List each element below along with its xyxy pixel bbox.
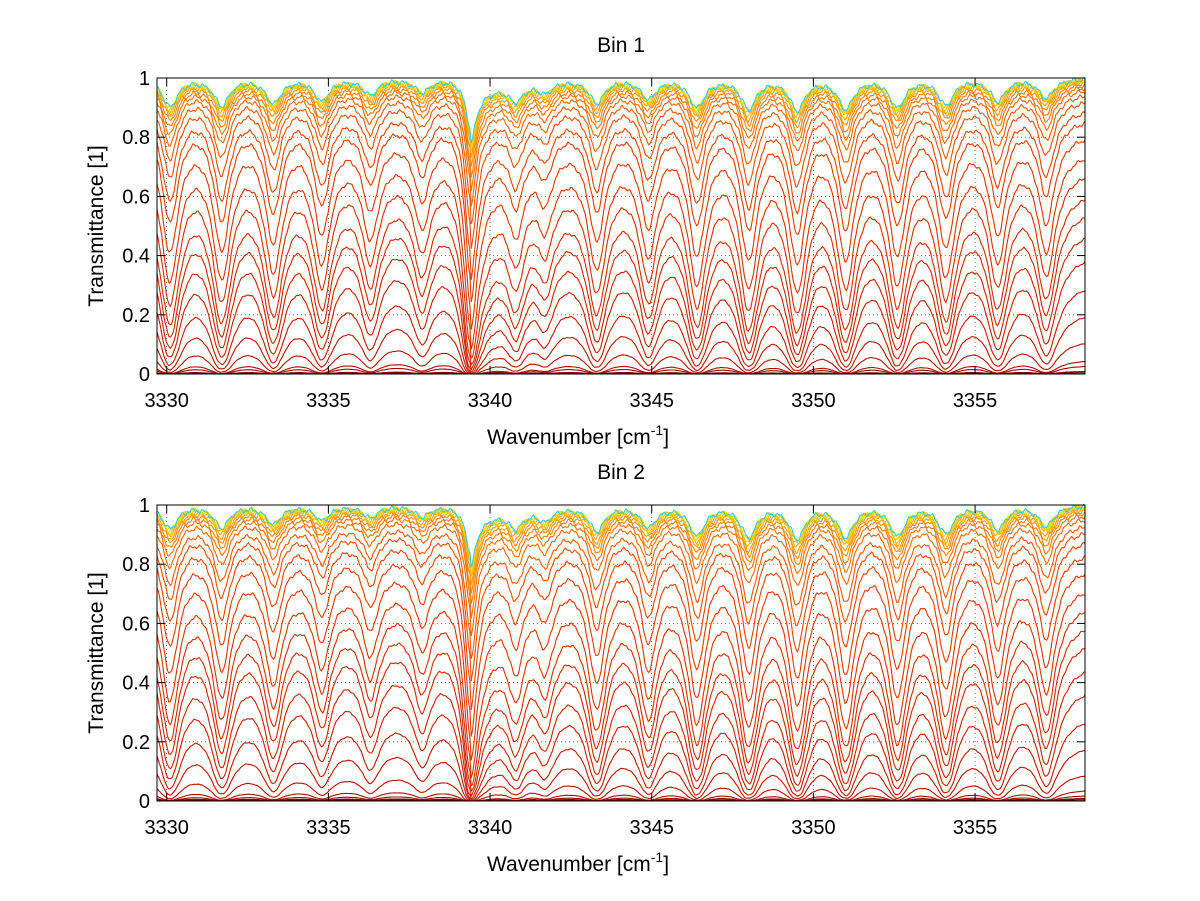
x-tick-label: 3340 <box>468 390 513 412</box>
x-tick-label: 3340 <box>468 817 513 839</box>
x-tick-label: 3345 <box>629 817 674 839</box>
series-line <box>157 317 1085 375</box>
series-line <box>157 795 1085 802</box>
series-line <box>157 790 1085 802</box>
series-line <box>157 80 1085 167</box>
series-line <box>157 518 1085 637</box>
series-line <box>157 121 1085 303</box>
series-line <box>157 139 1085 330</box>
series-line <box>157 525 1085 659</box>
y-tick-label: 0.2 <box>122 305 150 327</box>
series-line <box>157 88 1085 207</box>
x-axis-label-end: ] <box>663 426 669 449</box>
series-group <box>157 503 1085 802</box>
y-tick-label: 1 <box>139 68 150 90</box>
x-tick-label: 3355 <box>953 390 998 412</box>
series-line <box>157 723 1085 802</box>
x-axis-label: Wavenumber [cm-1] <box>487 422 669 449</box>
series-line <box>157 532 1085 682</box>
series-line <box>157 101 1085 249</box>
series-line <box>157 510 1085 604</box>
series-line <box>157 159 1085 350</box>
series-line <box>157 199 1085 367</box>
series-line <box>157 694 1085 801</box>
series-line <box>157 261 1085 374</box>
y-tick-label: 0.2 <box>122 732 150 754</box>
series-line <box>157 237 1085 373</box>
x-tick-label: 3330 <box>144 390 189 412</box>
series-line <box>157 83 1085 178</box>
x-axis-label-main: Wavenumber [cm <box>487 426 651 449</box>
x-tick-label: 3350 <box>791 817 836 839</box>
series-line <box>157 594 1085 779</box>
x-tick-label: 3335 <box>306 817 351 839</box>
series-line <box>157 541 1085 711</box>
chart-title: Bin 1 <box>597 34 645 57</box>
chart-panel-2: 3330 3335 3340 3345 3350 3355 0 0.2 0.4 0.6 0.8 1 Bi… <box>85 461 1086 876</box>
series-line <box>157 360 1085 375</box>
y-tick-label: 0.4 <box>122 246 150 268</box>
chart-title: Bin 2 <box>597 461 645 484</box>
series-line <box>157 76 1085 144</box>
x-tick-label: 3335 <box>306 390 351 412</box>
series-line <box>157 505 1085 578</box>
y-tick-label: 0 <box>139 364 150 386</box>
series-line <box>157 504 1085 570</box>
x-axis-label: Wavenumber [cm-1] <box>487 849 669 876</box>
series-line <box>157 555 1085 737</box>
y-axis-label: Transmittance [1] <box>85 572 108 733</box>
y-tick-label: 0 <box>139 791 150 813</box>
y-tick-label: 0.6 <box>122 186 150 208</box>
x-tick-label: 3345 <box>629 390 674 412</box>
series-line <box>157 612 1085 787</box>
series-line <box>157 217 1085 372</box>
axes-frame <box>156 77 1086 375</box>
x-axis-label-end: ] <box>663 853 669 876</box>
series-line <box>157 370 1085 375</box>
x-tick-label: 3355 <box>953 817 998 839</box>
x-tick-label: 3350 <box>791 390 836 412</box>
series-line <box>157 630 1085 793</box>
x-axis-label-main: Wavenumber [cm <box>487 853 651 876</box>
series-line <box>157 178 1085 360</box>
series-line <box>157 775 1085 802</box>
series-line <box>157 648 1085 798</box>
series-line <box>157 503 1085 568</box>
series-line <box>157 750 1085 802</box>
y-tick-label: 0.4 <box>122 673 150 695</box>
series-line <box>157 514 1085 619</box>
series-line <box>157 797 1085 802</box>
chart-panel-1: 3330 3335 3340 3345 3350 3355 0 0.2 0.4 0.6 0.8 1 Bi… <box>85 34 1086 449</box>
y-tick-label: 0.8 <box>122 127 150 149</box>
y-tick-label: 1 <box>139 495 150 517</box>
series-line <box>157 671 1085 800</box>
series-line <box>157 290 1085 375</box>
series-line <box>157 111 1085 280</box>
x-axis-label-sup: -1 <box>651 849 664 865</box>
y-axis-label: Transmittance [1] <box>85 145 108 306</box>
series-line <box>157 508 1085 594</box>
series-line <box>157 365 1085 375</box>
y-tick-label: 0.6 <box>122 613 150 635</box>
series-line <box>157 77 1085 152</box>
series-group <box>157 76 1085 375</box>
x-tick-label: 3330 <box>144 817 189 839</box>
y-tick-label: 0.8 <box>122 554 150 576</box>
x-axis-label-sup: -1 <box>651 422 664 438</box>
series-line <box>157 343 1085 375</box>
axes-frame <box>156 504 1086 802</box>
plot-area <box>157 78 1085 374</box>
series-line <box>157 85 1085 192</box>
series-line <box>157 94 1085 225</box>
series-line <box>157 573 1085 761</box>
